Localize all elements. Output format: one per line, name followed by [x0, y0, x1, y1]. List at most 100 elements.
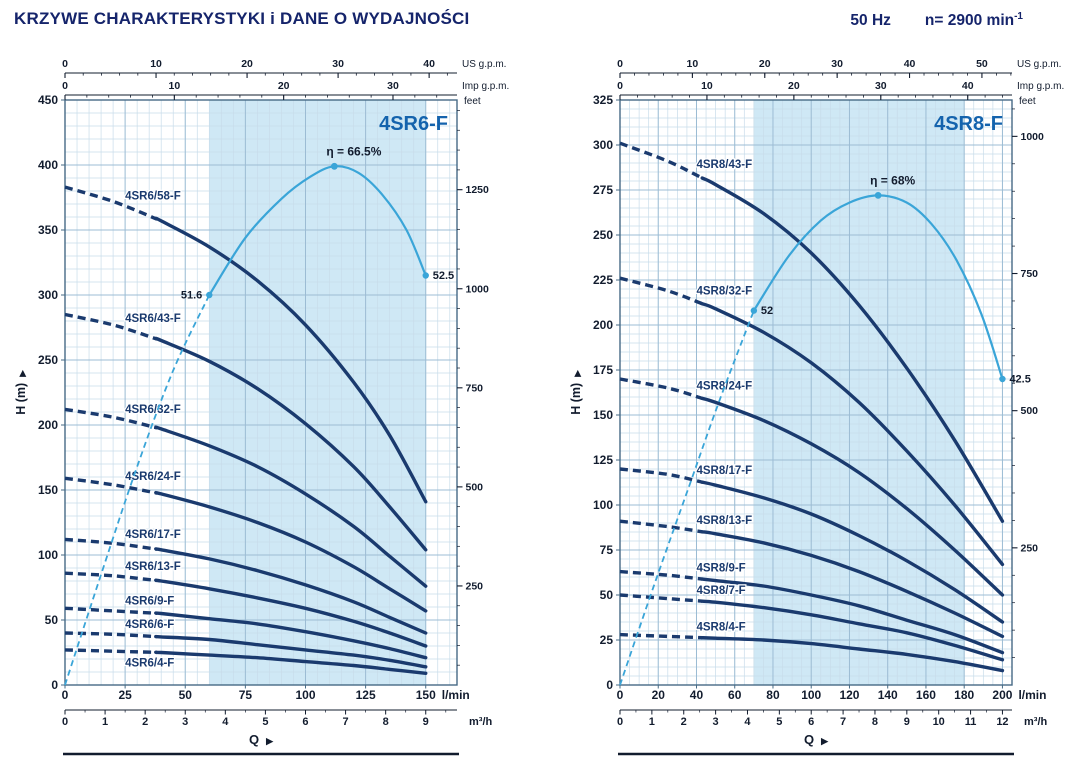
tick-label: 100 — [801, 688, 821, 702]
tick-label: 125 — [356, 688, 376, 702]
tick-label: 11 — [965, 716, 977, 728]
tick-label: 40 — [904, 58, 916, 70]
axis-unit: Imp g.p.m. — [462, 81, 509, 92]
axis-arrow-icon: ▶ — [572, 369, 582, 378]
tick-label: 8 — [383, 716, 389, 728]
tick-label: 250 — [466, 580, 484, 592]
tick-label: 0 — [617, 688, 624, 702]
efficiency-peak-label: η = 68% — [870, 173, 915, 187]
curve-label: 4SR6/43-F — [125, 313, 181, 325]
plot-frame — [64, 99, 458, 686]
tick-label: 100 — [295, 688, 315, 702]
tick-label: 325 — [593, 93, 613, 107]
tick-label: 750 — [466, 382, 484, 394]
grid — [620, 100, 1012, 685]
tick-label: 40 — [962, 80, 974, 92]
curve-label: 4SR8/24-F — [696, 381, 752, 393]
curve-label: 4SR8/13-F — [696, 515, 752, 527]
us-gpm-axis: 0 10 20 30 40 50 US g.p.m. — [617, 58, 1061, 78]
tick-label: 0 — [617, 58, 623, 70]
tick-label: 50 — [45, 613, 59, 627]
tick-label: 1 — [649, 716, 655, 728]
efficiency-peak-label: η = 66.5% — [326, 144, 381, 158]
chart-title: 4SR6-F — [379, 113, 448, 135]
tick-label: 100 — [38, 548, 58, 562]
operating-conditions: 50 Hz n= 2900 min-1 — [850, 11, 1023, 30]
lmin-axis: 0 20 40 60 80 100 120 140 160 180 200 l/min — [617, 685, 1046, 702]
tick-label: 6 — [808, 716, 814, 728]
tick-label: 200 — [593, 318, 613, 332]
curve-4SR6/6-F: 4SR6/6-F — [64, 618, 428, 669]
tick-label: 225 — [593, 273, 613, 287]
axis-unit: m³/h — [1024, 716, 1048, 728]
tick-label: 40 — [423, 58, 435, 70]
curve-4SR8/32-F: 4SR8/32-F — [619, 276, 1005, 567]
efficiency-value: 52.5 — [433, 270, 454, 282]
tick-label: 125 — [593, 453, 613, 467]
curve-4SR8/9-F: 4SR8/9-F — [619, 561, 1005, 655]
tick-label: 60 — [728, 688, 742, 702]
curve-label: 4SR6/6-F — [125, 619, 174, 631]
curve-4SR6/58-F: 4SR6/58-F — [64, 185, 428, 504]
tick-label: 6 — [302, 716, 308, 728]
curve-label: 4SR6/24-F — [125, 471, 181, 483]
curve-label: 4SR6/32-F — [125, 404, 181, 416]
tick-label: 750 — [1021, 268, 1039, 280]
tick-label: 250 — [1021, 542, 1039, 554]
tick-label: 20 — [652, 688, 666, 702]
h-axis: 0 25 50 75 100 125 150 175 200 225 250 275 300 325 — [593, 93, 620, 692]
tick-label: 0 — [62, 80, 68, 92]
h-axis: 0 50 100 150 200 250 300 350 400 450 — [38, 93, 65, 692]
curve-label: 4SR8/17-F — [696, 465, 752, 477]
speed-text: n= 2900 min — [924, 12, 1015, 30]
tick-label: 25 — [600, 633, 614, 647]
feet-axis: 250 500 750 1000 1250 feet — [457, 96, 490, 666]
curve-4SR8/43-F: 4SR8/43-F — [619, 141, 1005, 523]
tick-label: 20 — [759, 58, 771, 70]
efficiency-point — [422, 272, 429, 279]
curve-4SR8/13-F: 4SR8/13-F — [619, 514, 1005, 639]
m3h-axis: 0 1 2 3 4 5 6 7 8 9 10 11 12 m³/h — [617, 709, 1048, 728]
y-axis-label: H (m)▶ — [14, 369, 28, 415]
tick-label: 250 — [38, 353, 58, 367]
lmin-axis: 0 25 50 75 100 125 150 l/min — [62, 685, 470, 702]
tick-label: 4 — [744, 716, 751, 728]
tick-label: 80 — [766, 688, 780, 702]
tick-label: 500 — [466, 481, 484, 493]
tick-label: 0 — [51, 678, 58, 692]
tick-label: 150 — [416, 688, 436, 702]
curve-label: 4SR6/13-F — [125, 561, 181, 573]
tick-label: 8 — [872, 716, 878, 728]
tick-label: 140 — [878, 688, 898, 702]
tick-label: 200 — [992, 688, 1012, 702]
tick-label: 50 — [179, 688, 193, 702]
curve-4SR8/24-F: 4SR8/24-F — [619, 377, 1005, 597]
tick-label: 2 — [142, 716, 148, 728]
tick-label: 7 — [343, 716, 349, 728]
y-axis-label: H (m)▶ — [569, 369, 583, 415]
tick-label: 150 — [38, 483, 58, 497]
tick-label: 75 — [600, 543, 614, 557]
tick-label: 1000 — [466, 283, 490, 295]
tick-label: 0 — [62, 688, 69, 702]
axis-arrow-icon: ▶ — [820, 736, 829, 746]
efficiency-curve: η = 66.5% 51.6 52.5 — [64, 144, 454, 686]
tick-label: 40 — [690, 688, 704, 702]
chart-4SR6-F: 0 10 20 30 40 US g.p.m.0 10 20 30 Imp g.p.m.25050… — [14, 58, 509, 756]
efficiency-point — [750, 307, 758, 314]
charts-row: 0 10 20 30 40 US g.p.m. 0 10 20 30 Imp g.p.m. 250 50… — [0, 56, 1069, 759]
axis-unit: Imp g.p.m. — [1017, 81, 1064, 92]
pump-curves: 4SR8/43-F 4SR8/32-F 4SR8/24-F 4SR8/17-F 4SR8… — [619, 141, 1005, 673]
axis-unit: US g.p.m. — [462, 59, 506, 70]
tick-label: 1250 — [466, 184, 490, 196]
axis-unit: l/min — [442, 688, 470, 702]
tick-label: 5 — [262, 716, 268, 728]
tick-label: 20 — [788, 80, 800, 92]
tick-label: 25 — [118, 688, 132, 702]
tick-label: 150 — [593, 408, 613, 422]
efficiency-point — [206, 291, 213, 299]
tick-label: 300 — [38, 288, 58, 302]
curve-4SR6/43-F: 4SR6/43-F — [64, 312, 428, 552]
tick-label: 3 — [182, 716, 188, 728]
